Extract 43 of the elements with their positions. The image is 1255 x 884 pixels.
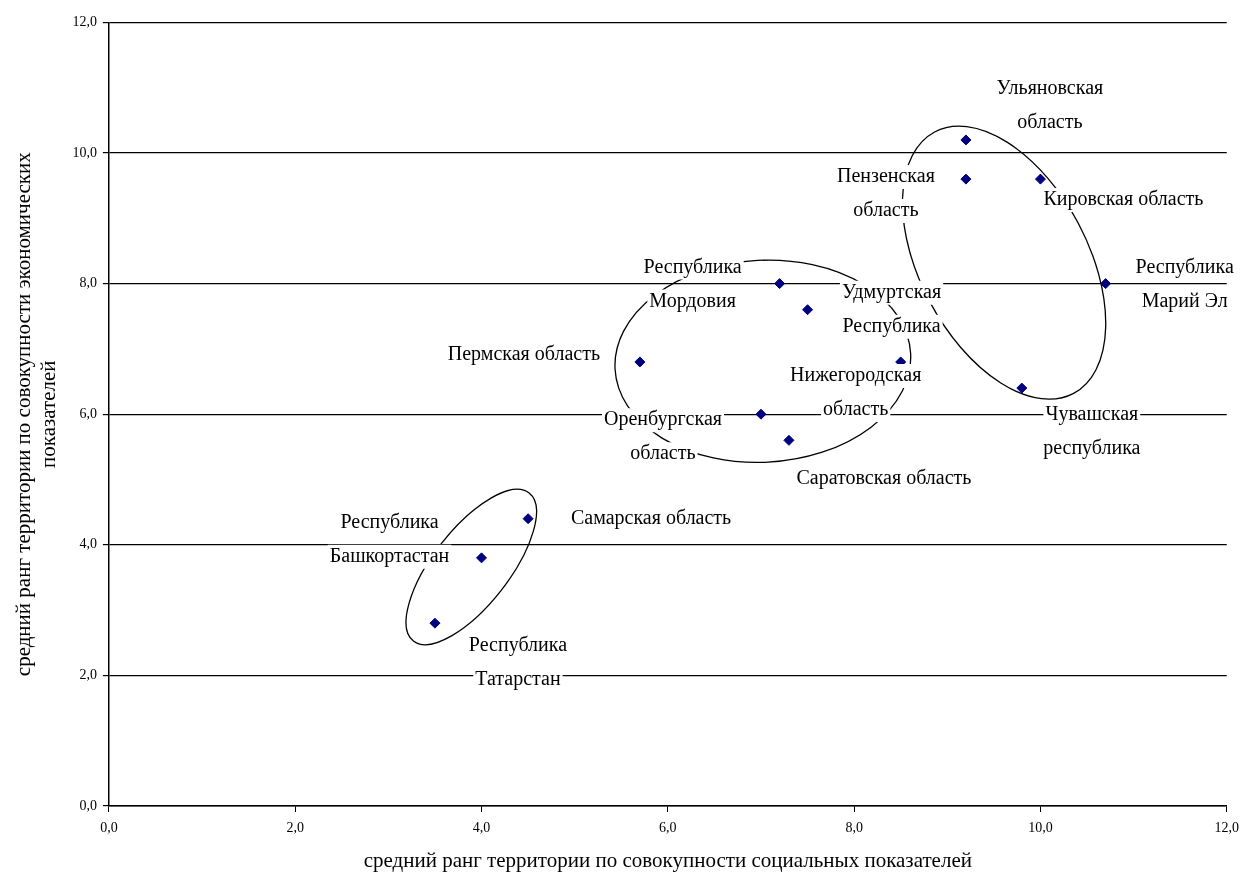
point (960, 134, 972, 146)
x-tick-label: 10,0 (1028, 820, 1053, 836)
data-label: Удмуртская Республика (841, 279, 942, 337)
data-label: Нижегородская область (790, 363, 922, 420)
y-tick-label: 0,0 (79, 797, 97, 813)
data-label: Ульяновская область (996, 76, 1104, 133)
y-axis-title: средний ранг территории по совокупности экономических показателей (11, 151, 61, 677)
x-tick-label: 6,0 (659, 820, 677, 836)
data-label: Самарская область (570, 505, 732, 529)
x-tick-label: 0,0 (100, 820, 118, 836)
y-tick-label: 8,0 (79, 275, 97, 291)
y-tick-label: 6,0 (79, 405, 97, 421)
data-label: Оренбургская область (603, 407, 722, 464)
data-label: Республика Мордовия (643, 254, 742, 312)
y-tick-label: 10,0 (72, 144, 97, 160)
point (522, 513, 534, 525)
x-tick-label: 8,0 (845, 820, 863, 836)
data-label: Республика Татарстан (468, 633, 568, 691)
data-label: Саратовская область (796, 465, 972, 489)
point (1100, 278, 1112, 290)
point (476, 552, 488, 564)
point (960, 173, 972, 185)
y-tick-label: 4,0 (79, 536, 97, 552)
x-axis-title: средний ранг территории по совокупности социальных показателей (363, 847, 972, 872)
x-tick-label: 12,0 (1214, 820, 1239, 836)
point (1034, 173, 1046, 185)
data-label: Республика Башкортастан (329, 510, 450, 568)
data-label: Пензенская область (836, 164, 935, 221)
point (429, 617, 441, 629)
point (1016, 382, 1028, 394)
x-tick-label: 2,0 (286, 820, 304, 836)
data-label: Чувашская республика (1043, 402, 1141, 460)
data-label: Пермская область (447, 342, 601, 366)
y-tick-label: 12,0 (72, 14, 97, 30)
point (783, 434, 795, 446)
y-tick-label: 2,0 (79, 667, 97, 683)
point (802, 304, 814, 316)
data-label: Республика Марий Эл (1135, 254, 1234, 312)
point (634, 356, 646, 368)
x-tick-label: 4,0 (472, 820, 491, 836)
point (755, 408, 767, 420)
point (774, 278, 786, 290)
data-label: Кировская область (1043, 187, 1204, 211)
